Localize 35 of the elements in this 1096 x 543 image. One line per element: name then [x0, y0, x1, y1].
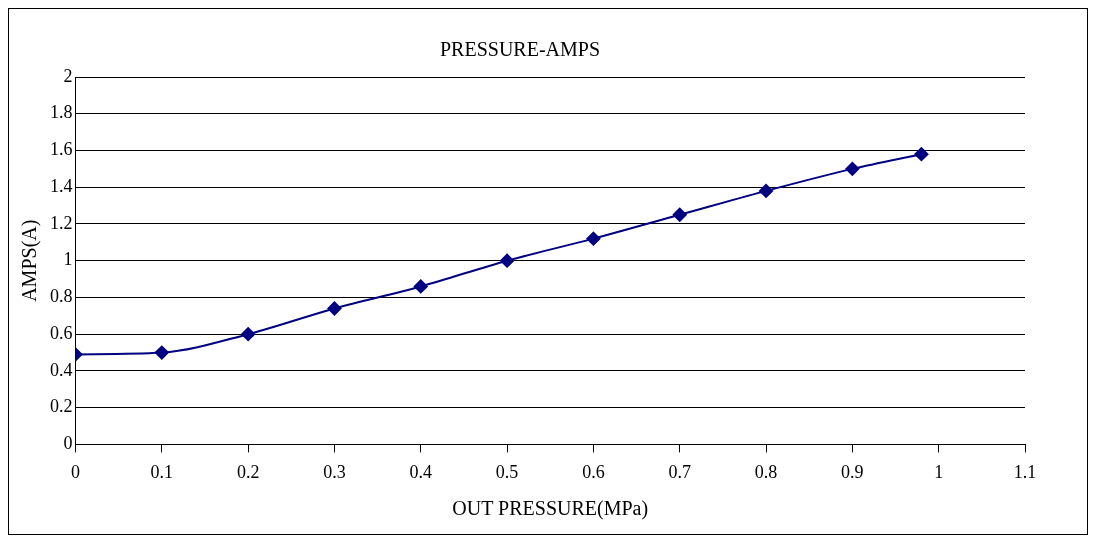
point [500, 253, 515, 268]
point [327, 301, 342, 316]
y-tick-label: 1.2 [50, 212, 73, 233]
x-tick-label: 0.9 [841, 461, 864, 482]
y-axis-title: AMPS(A) [18, 219, 42, 302]
point [241, 327, 256, 342]
x-tick-label: 0.4 [409, 461, 433, 482]
y-tick-label: 2 [63, 65, 73, 86]
x-tick-label: 0.8 [754, 461, 778, 482]
x-tick-label: 0.7 [668, 461, 691, 482]
x-tick-label: 0.5 [495, 461, 519, 482]
chart-title: PRESSURE-AMPS [439, 38, 601, 61]
y-tick-label: 0.2 [50, 396, 73, 417]
y-tick-label: 0.6 [50, 322, 73, 343]
x-tick-label: 0.2 [236, 461, 260, 482]
y-tick-label: 1.8 [50, 102, 73, 123]
y-tick-label: 1.4 [50, 175, 73, 196]
x-tick-label: 0.6 [582, 461, 605, 482]
y-tick-label: 1.6 [50, 139, 73, 160]
point [586, 231, 601, 246]
y-tick-label: 1 [63, 249, 73, 270]
x-tick-label: 0.1 [150, 461, 174, 482]
point [759, 183, 774, 198]
x-axis-title: OUT PRESSURE(MPa) [452, 497, 649, 521]
point [154, 345, 169, 360]
point [845, 161, 860, 176]
point [914, 147, 929, 162]
x-tick-label: 0.3 [323, 461, 346, 482]
point [672, 207, 687, 222]
x-tick-label: 1 [934, 461, 944, 482]
y-tick-label: 0.4 [50, 359, 73, 380]
point [413, 279, 428, 294]
y-tick-label: 0 [63, 433, 73, 454]
y-tick-label: 0.8 [50, 286, 73, 307]
x-tick-label: 1.1 [1013, 461, 1037, 482]
